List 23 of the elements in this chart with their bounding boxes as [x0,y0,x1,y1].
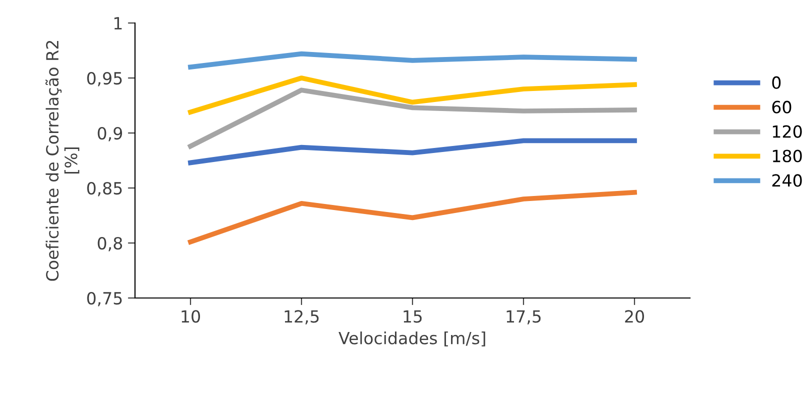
x-tick-label: 20 [625,310,644,323]
x-tick-label: 17,5 [506,310,541,324]
x-tick-label: 10 [182,310,200,323]
line-series [188,51,637,70]
legend-label: 60 [772,100,792,114]
line-series [188,138,637,166]
y-axis-title: Coeficiente de Correlação R2 [%] [45,40,80,281]
legend-label: 240 [772,174,802,187]
line-series [188,190,637,244]
x-tick-label: 15 [404,310,422,323]
y-tick-label: 0,95 [87,72,122,86]
y-tick-label: 1 [114,17,122,30]
y-tick-label: 0,8 [98,236,122,252]
legend-label: 0 [772,76,781,89]
y-tick-label: 0,85 [87,182,122,196]
legend-label: 120 [772,125,802,138]
line-series [188,76,637,115]
x-tick-label: 12,5 [284,310,319,324]
line-series [188,88,637,149]
y-tick-label: 0,9 [98,126,122,142]
y-tick-label: 0,75 [87,292,122,306]
legend-label: 180 [772,150,802,162]
x-axis-title: Velocidades [m/s] [338,331,486,346]
